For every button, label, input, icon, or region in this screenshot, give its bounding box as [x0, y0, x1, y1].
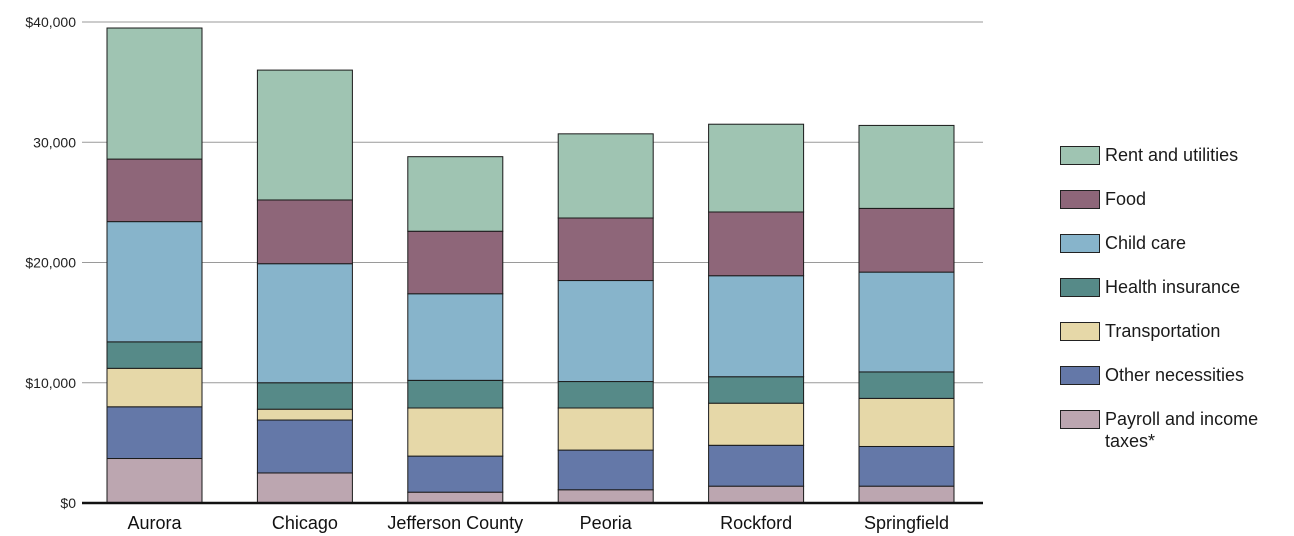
- bar-segment: [256, 419, 353, 474]
- legend-swatch: [1060, 322, 1100, 341]
- bar-segment: [106, 341, 203, 369]
- legend: Rent and utilities Food Child care Healt…: [1060, 140, 1290, 451]
- bar-segment: [557, 217, 654, 282]
- bar-segment: [858, 271, 955, 373]
- bar-segment: [858, 485, 955, 504]
- bar-segment: [708, 123, 805, 213]
- bar-segment: [557, 280, 654, 383]
- bar-segment: [708, 402, 805, 446]
- bar-segment: [256, 382, 353, 410]
- bar-segment: [407, 491, 504, 504]
- bar-segment: [106, 27, 203, 160]
- legend-item-other-necessities: Other necessities: [1060, 360, 1290, 404]
- bar-segment: [708, 444, 805, 487]
- bar-segment: [407, 230, 504, 295]
- legend-item-health-insurance: Health insurance: [1060, 272, 1290, 316]
- bar-segment: [256, 408, 353, 421]
- bar-segment: [708, 485, 805, 504]
- bar-segment: [858, 397, 955, 447]
- legend-swatch: [1060, 366, 1100, 385]
- x-tick-label: Springfield: [864, 513, 949, 533]
- bar-segment: [557, 489, 654, 504]
- bar-segment: [858, 371, 955, 399]
- x-tick-label: Chicago: [272, 513, 338, 533]
- bars: [106, 27, 955, 504]
- legend-item-payroll-and-income-taxes: Payroll and income taxes*: [1060, 404, 1290, 451]
- legend-item-child-care: Child care: [1060, 228, 1290, 272]
- legend-item-rent-and-utilities: Rent and utilities: [1060, 140, 1290, 184]
- bar-segment: [708, 211, 805, 277]
- legend-swatch: [1060, 234, 1100, 253]
- legend-swatch: [1060, 190, 1100, 209]
- x-tick-label: Peoria: [580, 513, 633, 533]
- y-tick-label: $0: [60, 495, 76, 511]
- y-tick-label: $10,000: [25, 375, 76, 391]
- bar-segment: [557, 133, 654, 219]
- legend-label: Food: [1105, 189, 1147, 209]
- x-tick-label: Jefferson County: [387, 513, 523, 533]
- bar-segment: [407, 407, 504, 457]
- legend-label: Transportation: [1105, 321, 1221, 341]
- legend-label: Payroll and income taxes*: [1105, 409, 1259, 451]
- bar-segment: [858, 445, 955, 487]
- legend-label: Child care: [1105, 233, 1187, 253]
- bar-segment: [256, 472, 353, 504]
- bar-segment: [557, 449, 654, 491]
- bar-segment: [256, 199, 353, 265]
- bar-segment: [106, 458, 203, 504]
- bar-segment: [106, 367, 203, 408]
- y-tick-label: $20,000: [25, 255, 76, 271]
- x-tick-label: Rockford: [720, 513, 792, 533]
- bar-segment: [407, 156, 504, 232]
- legend-swatch: [1060, 278, 1100, 297]
- bar-segment: [557, 407, 654, 451]
- bar-segment: [407, 293, 504, 381]
- bar-segment: [256, 69, 353, 201]
- legend-label: Other necessities: [1105, 365, 1245, 385]
- bar-segment: [256, 263, 353, 384]
- bar-segment: [708, 275, 805, 378]
- bar-segment: [407, 379, 504, 409]
- bar-segment: [106, 221, 203, 343]
- gridlines: [82, 21, 983, 384]
- legend-item-transportation: Transportation: [1060, 316, 1290, 360]
- y-tick-label: 30,000: [33, 134, 76, 150]
- legend-item-food: Food: [1060, 184, 1290, 228]
- bar-segment: [858, 124, 955, 209]
- y-axis-tick-labels: $0 $10,000 $20,000 30,000 $40,000: [25, 14, 76, 511]
- legend-swatch: [1060, 146, 1100, 165]
- bar-segment: [858, 207, 955, 273]
- x-tick-label: Aurora: [127, 513, 182, 533]
- legend-label: Health insurance: [1105, 277, 1241, 297]
- bar-segment: [407, 455, 504, 493]
- legend-swatch: [1060, 410, 1100, 429]
- bar-segment: [557, 381, 654, 409]
- y-tick-label: $40,000: [25, 14, 76, 30]
- bar-segment: [708, 376, 805, 404]
- bar-segment: [106, 158, 203, 223]
- bar-segment: [106, 406, 203, 460]
- x-axis-tick-labels: Aurora Chicago Jefferson County Peoria Rockf…: [127, 513, 949, 533]
- legend-label: Rent and utilities: [1105, 145, 1239, 165]
